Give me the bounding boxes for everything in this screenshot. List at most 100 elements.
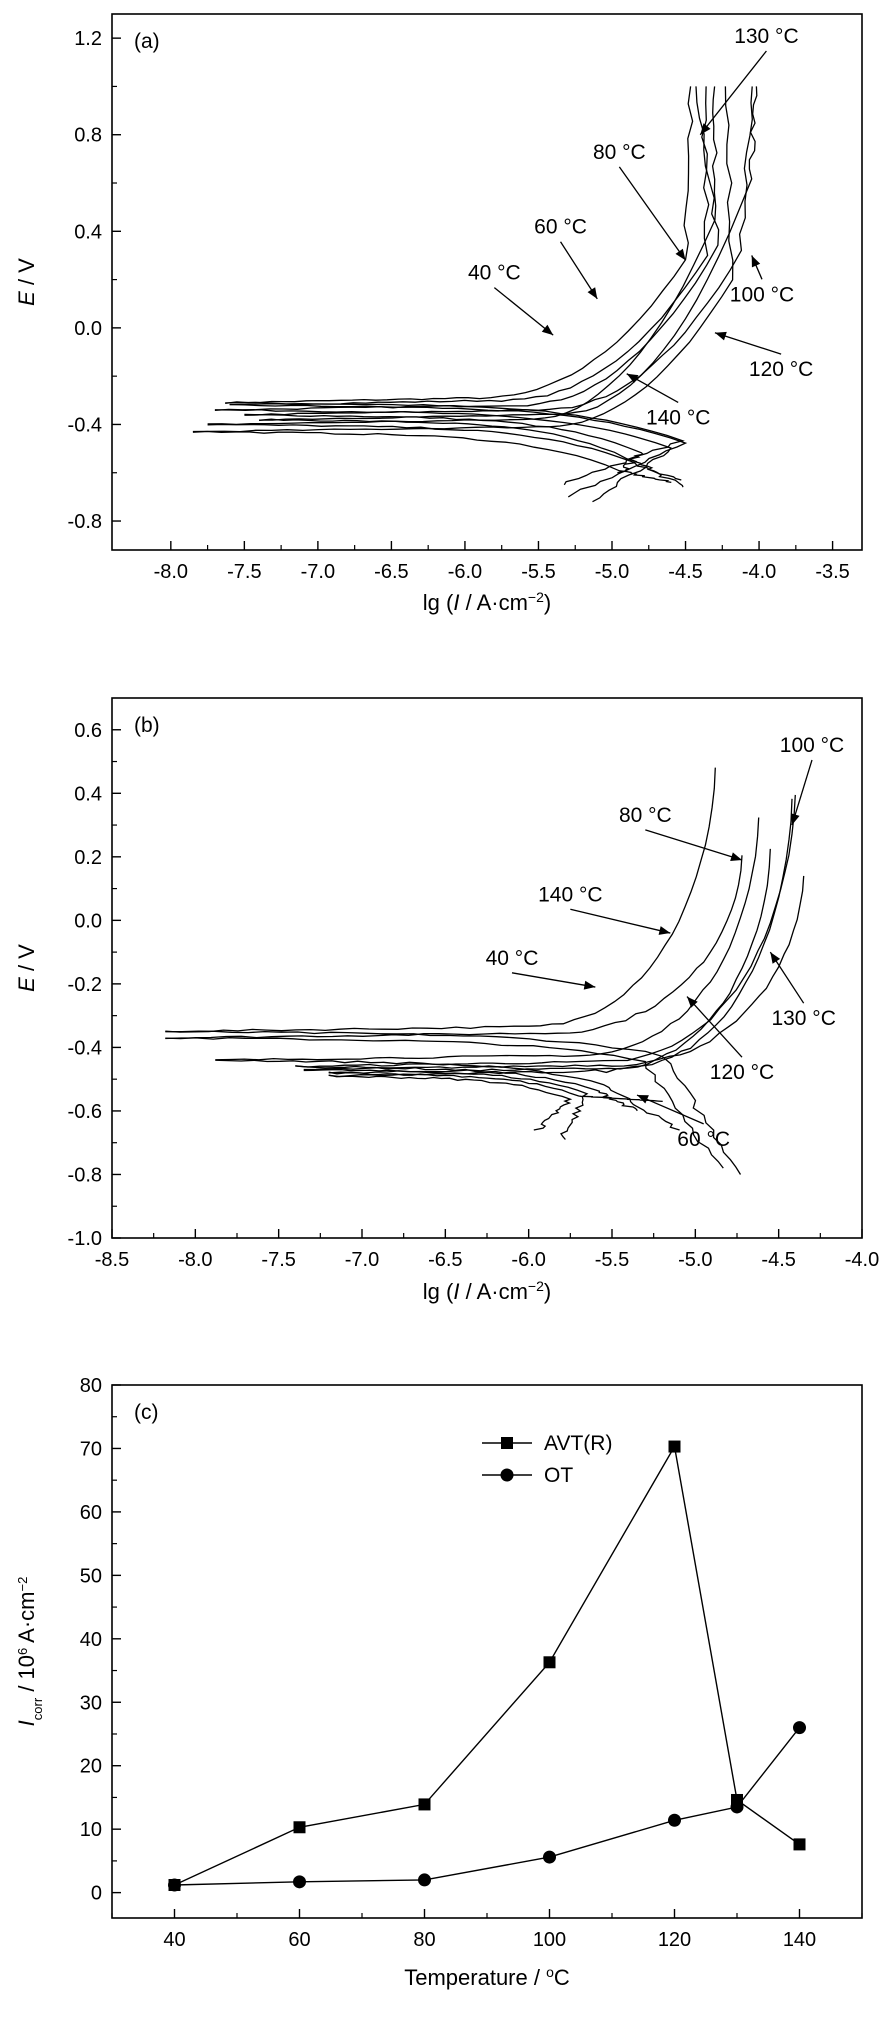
cathodic-branch <box>259 418 682 481</box>
y-tick-label: -0.4 <box>68 414 102 436</box>
x-axis-title: lg (I / A·cm−2) <box>423 589 551 615</box>
series-1 <box>165 855 743 1169</box>
plot-frame <box>111 1384 863 1919</box>
data-point-square <box>668 1440 681 1453</box>
annotation-arrowhead <box>751 255 761 268</box>
x-tick-label: -6.0 <box>511 1249 545 1271</box>
panel-1: -8.5 -8.0 -7.5 -7.0 -6.5 -6.0 -5.5 -5.0 -4.5 -4.0… <box>14 697 879 1304</box>
x-tick-label: -7.0 <box>301 561 335 583</box>
y-tick-label: 1.2 <box>74 28 102 50</box>
annotation-arrow <box>699 50 767 136</box>
anodic-branch <box>215 817 760 1061</box>
legend-square-marker <box>501 1437 513 1449</box>
annotation-arrow <box>570 908 671 934</box>
cathodic-branch <box>207 423 684 488</box>
x-tick-label: -6.0 <box>448 561 482 583</box>
cathodic-branch <box>229 403 688 498</box>
y-tick-label: 80 <box>80 1375 102 1397</box>
annotation-label: 40 °C <box>468 262 521 285</box>
annotation-0: 130 °C <box>699 25 799 136</box>
annotation-3: 40 °C <box>486 947 596 990</box>
data-point-square <box>418 1798 431 1811</box>
annotation-arrow <box>714 332 782 355</box>
annotation-label: 40 °C <box>486 947 539 970</box>
x-tick-label: -8.0 <box>154 561 188 583</box>
y-axis-title: E / V <box>14 258 39 306</box>
data-point-circle <box>543 1850 556 1864</box>
x-tick-label: -8.0 <box>178 1249 212 1271</box>
anodic-branch <box>295 794 796 1068</box>
annotation-arrowhead <box>730 852 742 862</box>
x-axis-title: Temperature / oC <box>404 1964 570 1990</box>
data-point-square <box>293 1821 306 1834</box>
series-line <box>174 1444 800 1886</box>
y-tick-label: 0.0 <box>74 910 102 932</box>
x-tick-label: 80 <box>413 1929 435 1951</box>
annotation-label: 100 °C <box>730 283 794 306</box>
annotation-arrowhead <box>587 287 598 299</box>
series-line <box>174 1727 801 1886</box>
panel-label: (a) <box>134 30 160 53</box>
data-point-square <box>793 1838 806 1851</box>
x-tick-label: -7.5 <box>261 1249 295 1271</box>
x-tick-label: -4.5 <box>668 561 702 583</box>
annotation-label: 130 °C <box>734 25 798 48</box>
panel-label: (b) <box>134 714 160 737</box>
anodic-branch <box>244 86 753 416</box>
annotation-arrow <box>791 759 813 826</box>
annotation-6: 60 °C <box>636 1094 730 1151</box>
anodic-branch <box>225 86 694 405</box>
cathodic-branch <box>165 1037 724 1169</box>
annotation-6: 140 °C <box>626 373 710 429</box>
series-5 <box>207 86 718 488</box>
annotation-4: 130 °C <box>769 951 836 1030</box>
x-tick-label: -3.5 <box>815 561 849 583</box>
y-tick-label: 20 <box>80 1756 102 1778</box>
legend-circle-marker <box>500 1468 514 1482</box>
y-tick-label: 0.4 <box>74 221 102 243</box>
series-2 <box>215 817 760 1131</box>
cathodic-branch <box>215 1059 680 1131</box>
plot-frame <box>111 13 863 551</box>
y-tick-label: 0.8 <box>74 125 102 147</box>
annotation-arrow <box>686 996 743 1058</box>
x-tick-label: 120 <box>658 1929 691 1951</box>
x-tick-label: -4.0 <box>845 1249 879 1271</box>
y-tick-label: 0.6 <box>74 720 102 742</box>
x-tick-label: 100 <box>533 1929 566 1951</box>
anodic-branch <box>207 86 718 426</box>
y-tick-label: -0.2 <box>68 974 102 996</box>
anodic-branch <box>328 848 771 1078</box>
y-tick-label: 40 <box>80 1629 102 1651</box>
annotation-label: 130 °C <box>771 1007 835 1030</box>
x-tick-label: -4.5 <box>761 1249 795 1271</box>
annotation-0: 100 °C <box>780 734 844 826</box>
series-ot <box>168 1721 806 1892</box>
annotation-5: 120 °C <box>686 996 774 1084</box>
annotation-2: 140 °C <box>538 883 671 935</box>
annotation-arrow <box>636 1094 704 1125</box>
anodic-branch <box>165 855 743 1040</box>
anodic-branch <box>214 86 720 412</box>
y-tick-label: 0 <box>91 1883 102 1905</box>
annotation-label: 60 °C <box>677 1128 730 1151</box>
annotation-1: 80 °C <box>619 804 743 862</box>
x-tick-label: 60 <box>288 1929 310 1951</box>
annotation-2: 60 °C <box>534 216 598 300</box>
y-tick-label: 0.0 <box>74 318 102 340</box>
annotation-label: 80 °C <box>593 141 646 164</box>
anodic-branch <box>229 86 710 406</box>
annotation-arrow <box>511 972 596 988</box>
y-tick-label: -0.4 <box>68 1037 102 1059</box>
annotation-1: 80 °C <box>593 141 687 261</box>
y-axis-title: Icorr / 106 A·cm−2 <box>14 1577 45 1727</box>
annotation-arrowhead <box>637 1095 649 1104</box>
series-avt-r- <box>168 1440 806 1892</box>
panel-label: (c) <box>134 1401 159 1424</box>
series-1 <box>229 86 710 498</box>
annotation-4: 100 °C <box>730 255 794 306</box>
y-tick-label: -0.6 <box>68 1101 102 1123</box>
annotation-arrowhead <box>583 980 596 990</box>
legend-entry: AVT(R) <box>544 1432 612 1455</box>
y-tick-label: 10 <box>80 1819 102 1841</box>
